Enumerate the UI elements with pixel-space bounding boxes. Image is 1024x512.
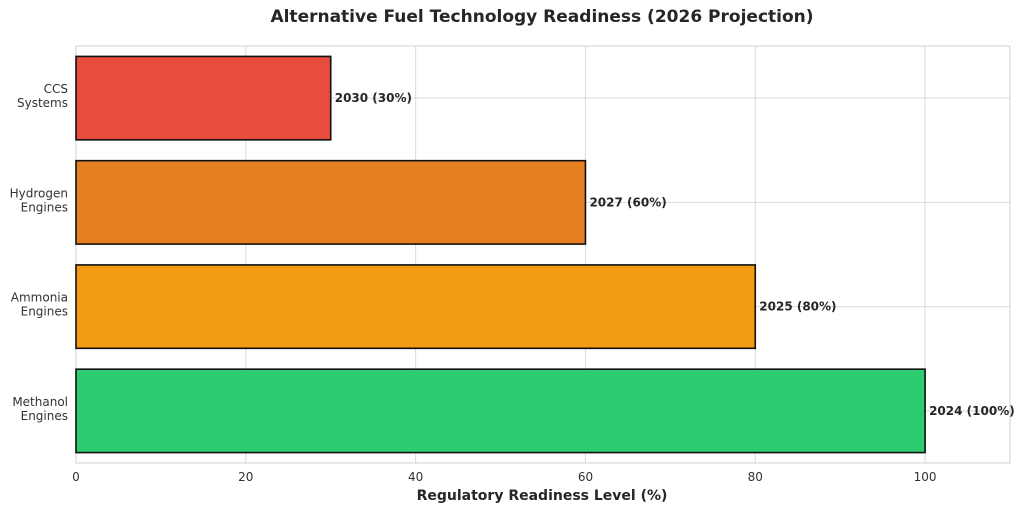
bar-0: [75, 368, 926, 454]
x-tick-label: 60: [578, 470, 593, 484]
x-axis-label: Regulatory Readiness Level (%): [417, 488, 668, 504]
data-labels: 2024 (100%) 2025 (80%) 2027 (60%) 2030 (30%…: [335, 91, 1015, 418]
plot-frame: [75, 45, 1011, 464]
y-category-label-line: CCS: [44, 82, 68, 96]
bar-value-label: 2030 (30%): [335, 91, 412, 105]
bar-value-label: 2025 (80%): [759, 300, 836, 314]
x-tick-label: 80: [748, 470, 763, 484]
x-tick-label: 0: [72, 470, 80, 484]
bar-value-label: 2024 (100%): [929, 404, 1015, 418]
bar-2: [75, 159, 587, 245]
x-axis-ticks: 0 20 40 60 80 100: [72, 470, 936, 484]
y-category-label: Hydrogen Engines: [10, 186, 68, 214]
y-category-label: CCS Systems: [17, 82, 68, 110]
x-tick-label: 40: [408, 470, 423, 484]
chart-title: Alternative Fuel Technology Readiness (2…: [270, 7, 813, 27]
y-category-label-line: Engines: [21, 409, 68, 423]
y-category-label-line: Hydrogen: [10, 186, 68, 200]
bar-value-label: 2027 (60%): [589, 195, 666, 209]
y-category-label-line: Ammonia: [11, 291, 68, 305]
bar-1: [75, 264, 757, 350]
y-category-label-line: Engines: [21, 200, 68, 214]
bars-layer: [75, 55, 926, 454]
y-category-label-line: Systems: [17, 96, 68, 110]
bar-3: [75, 55, 332, 141]
x-tick-label: 100: [914, 470, 937, 484]
y-category-label: Ammonia Engines: [11, 291, 68, 319]
x-tick-label: 20: [238, 470, 253, 484]
y-category-label-line: Methanol: [12, 395, 68, 409]
y-category-label-line: Engines: [21, 305, 68, 319]
y-category-label: Methanol Engines: [12, 395, 68, 423]
